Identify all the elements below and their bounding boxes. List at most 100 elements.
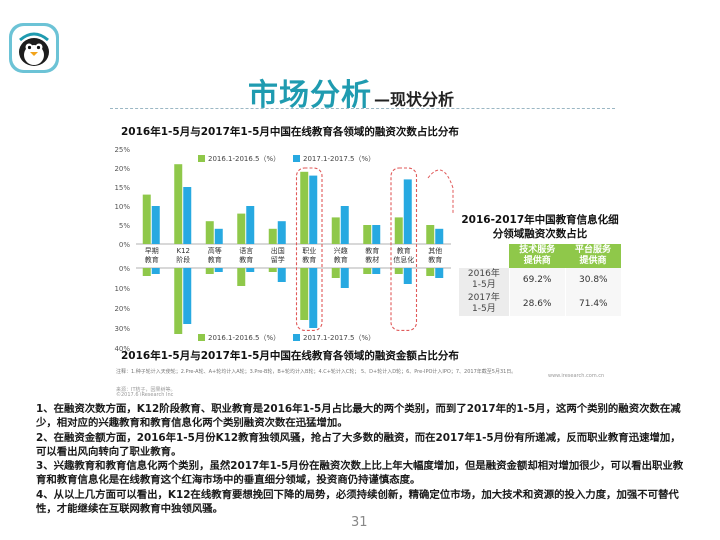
paragraph: 3、兴趣教育和教育信息化两个类别，虽然2017年1-5月份在融资次数上比上年大幅… bbox=[36, 460, 684, 487]
category-label: 其他 bbox=[428, 246, 442, 255]
bar-amount-2017 bbox=[183, 268, 192, 324]
bar-amount-2016 bbox=[237, 268, 246, 286]
category-label: 教育 bbox=[145, 255, 159, 264]
side-table-col: 平台服务 提供商 bbox=[565, 244, 621, 268]
bar-count-2017 bbox=[246, 206, 255, 244]
penguin-mascot-icon bbox=[9, 23, 59, 73]
paragraph: 4、从以上几方面可以看出，K12在线教育要想挽回下降的局势，必须持续创新，精确定… bbox=[36, 488, 679, 516]
y-tick-label: 15% bbox=[114, 184, 130, 192]
bar-amount-2017 bbox=[435, 268, 444, 278]
category-label: 教育 bbox=[208, 255, 222, 264]
paragraph: 2、在融资金额方面，2016年1-5月份K12教育独领风骚，抢占了大多数的融资，… bbox=[36, 431, 681, 458]
y-tick-label: 20% bbox=[114, 165, 130, 173]
bar-count-2016 bbox=[205, 221, 214, 244]
bar-amount-2016 bbox=[300, 268, 309, 320]
bar-count-2016 bbox=[394, 217, 403, 244]
side-table-cell: 30.8% bbox=[564, 268, 621, 292]
bar-amount-2017 bbox=[340, 268, 349, 288]
side-table-header-row: 技术服务 提供商 平台服务 提供商 bbox=[459, 244, 621, 268]
chart-top-title: 2016年1-5月与2017年1-5月中国在线教育各领域的融资次数占比分布 bbox=[121, 126, 459, 138]
category-label: 信息化 bbox=[393, 255, 414, 264]
category-label: 阶段 bbox=[176, 255, 190, 264]
bar-count-2016 bbox=[237, 213, 246, 244]
title-divider bbox=[110, 108, 615, 109]
bar-count-2016 bbox=[331, 217, 340, 244]
bar-count-2016 bbox=[174, 164, 183, 244]
top-legend-swatch bbox=[198, 155, 205, 162]
bar-count-2017 bbox=[151, 206, 160, 244]
y-tick-label: 25% bbox=[114, 146, 130, 154]
bar-count-2017 bbox=[403, 179, 412, 244]
bar-amount-2016 bbox=[426, 268, 435, 276]
chart-bottom-title: 2016年1-5月与2017年1-5月中国在线教育各领域的融资金额占比分布 bbox=[121, 350, 459, 362]
bar-amount-2016 bbox=[394, 268, 403, 274]
bar-amount-2017 bbox=[151, 268, 160, 274]
bar-count-2017 bbox=[340, 206, 349, 244]
side-table-cell: 28.6% bbox=[508, 292, 566, 316]
side-table-row-label: 2016年 1-5月 bbox=[459, 268, 510, 292]
y-tick-label: 0% bbox=[119, 241, 130, 249]
highlight-box bbox=[295, 167, 323, 331]
side-table: 技术服务 提供商 平台服务 提供商 2016年 1-5月 69.2% 30.8% 20… bbox=[459, 244, 621, 316]
top-legend-label: 2016.1-2016.5（%） bbox=[208, 155, 280, 163]
bar-amount-2017 bbox=[246, 268, 255, 272]
bar-count-2016 bbox=[300, 171, 309, 244]
analysis-text: 1、在融资次数方面，K12阶段教育、职业教育是2016年1-5月占比最大的两个类… bbox=[36, 402, 690, 516]
bar-amount-2016 bbox=[268, 268, 277, 272]
paragraph: 1、在融资次数方面，K12阶段教育、职业教育是2016年1-5月占比最大的两个类… bbox=[36, 403, 681, 430]
category-label: 教育 bbox=[365, 246, 379, 255]
category-label: 留学 bbox=[271, 255, 285, 264]
bottom-legend-label: 2017.1-2017.5（%） bbox=[303, 334, 375, 342]
chart-source: 来源：IT桔子，因果树等。 bbox=[116, 387, 176, 393]
page-number: 31 bbox=[351, 515, 368, 530]
bar-count-2016 bbox=[268, 228, 277, 244]
bottom-legend-label: 2016.1-2016.5（%） bbox=[208, 334, 280, 342]
category-label: 高等 bbox=[208, 246, 222, 255]
category-label: 教育 bbox=[302, 255, 316, 264]
bar-count-2016 bbox=[142, 194, 151, 244]
bar-amount-2017 bbox=[214, 268, 223, 272]
category-label: 语言 bbox=[239, 246, 253, 255]
bar-count-2016 bbox=[363, 225, 372, 244]
y-tick-label: 10% bbox=[114, 285, 130, 293]
y-tick-label: 40% bbox=[114, 345, 130, 353]
financing-chart: 25%20%15%10%5%0%0%10%20%30%40%早期教育K12阶段高… bbox=[114, 146, 454, 353]
bar-amount-2016 bbox=[331, 268, 340, 278]
bar-amount-2017 bbox=[309, 268, 318, 328]
title-dash: — bbox=[374, 90, 390, 109]
category-label: K12 bbox=[177, 247, 191, 255]
y-tick-label: 20% bbox=[114, 305, 130, 313]
title-main: 市场分析 bbox=[248, 78, 372, 113]
category-label: 教材 bbox=[365, 255, 379, 264]
category-label: 教育 bbox=[397, 246, 411, 255]
y-tick-label: 10% bbox=[114, 203, 130, 211]
category-label: 职业 bbox=[302, 246, 316, 255]
bar-amount-2016 bbox=[174, 268, 183, 334]
side-table-col: 技术服务 提供商 bbox=[509, 244, 566, 268]
bar-count-2017 bbox=[183, 187, 192, 244]
title-sub: 现状分析 bbox=[390, 90, 455, 109]
side-table-cell: 69.2% bbox=[508, 268, 566, 292]
connector-arrow bbox=[427, 169, 454, 213]
side-table-row-label: 2017年 1-5月 bbox=[459, 292, 510, 316]
bar-count-2016 bbox=[426, 225, 435, 244]
bottom-legend-swatch bbox=[198, 334, 205, 341]
category-label: 教育 bbox=[239, 255, 253, 264]
bottom-legend-swatch bbox=[293, 334, 300, 341]
bar-count-2017 bbox=[214, 228, 223, 244]
top-legend-label: 2017.1-2017.5（%） bbox=[303, 155, 375, 163]
category-label: 教育 bbox=[428, 255, 442, 264]
table-row: 2016年 1-5月 69.2% 30.8% bbox=[459, 268, 621, 292]
category-label: 早期 bbox=[145, 247, 159, 255]
chart-website: www.iresearch.com.cn bbox=[548, 373, 605, 379]
side-table-title: 2016-2017年中国教育信息化细分领域融资次数占比 bbox=[461, 214, 619, 240]
y-tick-label: 5% bbox=[119, 222, 130, 230]
table-row: 2017年 1-5月 28.6% 71.4% bbox=[459, 292, 621, 316]
bar-amount-2016 bbox=[363, 268, 372, 274]
bar-amount-2016 bbox=[205, 268, 214, 274]
y-tick-label: 0% bbox=[119, 265, 130, 273]
bar-count-2017 bbox=[309, 175, 318, 244]
bar-amount-2016 bbox=[142, 268, 151, 276]
bar-count-2017 bbox=[435, 228, 444, 244]
chart-copyright: ©2017.6 iResearch Inc bbox=[116, 392, 174, 398]
